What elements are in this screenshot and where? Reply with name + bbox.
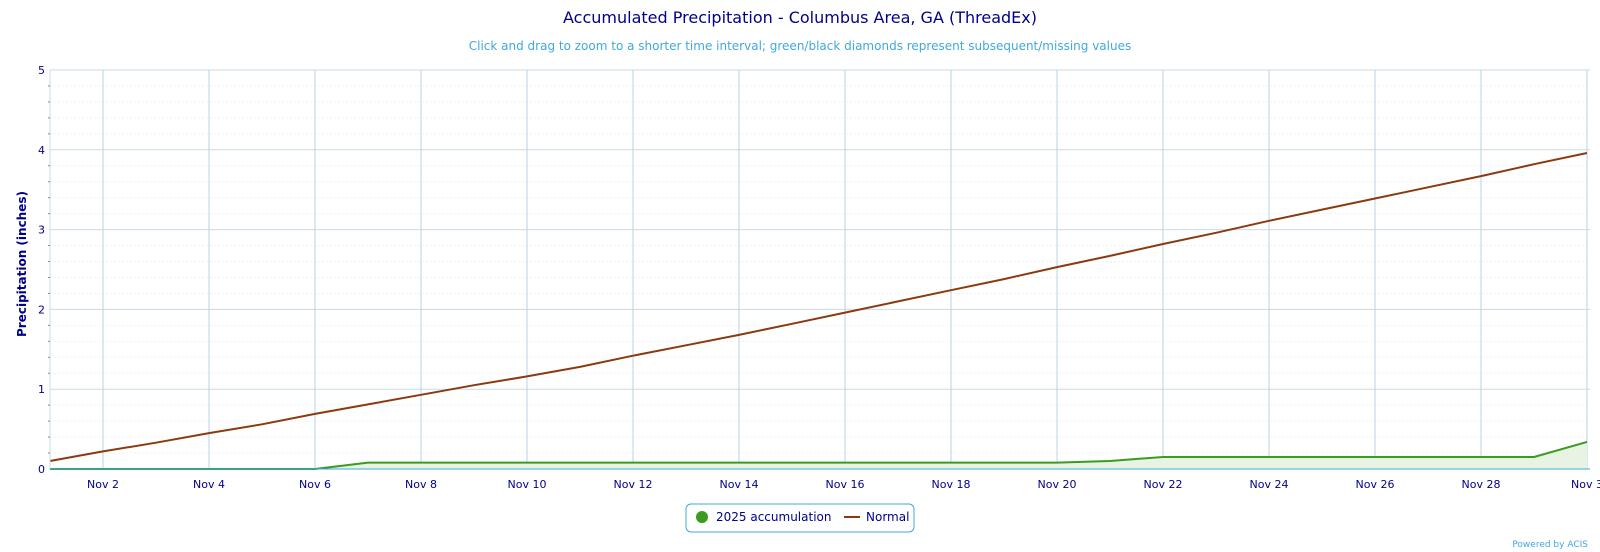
data-point-normal[interactable] — [577, 364, 583, 370]
data-point-2025-accumulation[interactable] — [683, 460, 689, 466]
x-tick-label: Nov 14 — [720, 478, 759, 491]
minor-gridlines — [50, 85, 1590, 454]
data-point-2025-accumulation[interactable] — [1266, 454, 1272, 460]
x-tick-label: Nov 4 — [193, 478, 225, 491]
data-point-normal[interactable] — [1531, 161, 1537, 167]
data-point-normal[interactable] — [736, 332, 742, 338]
data-point-normal[interactable] — [683, 342, 689, 348]
data-point-2025-accumulation[interactable] — [789, 460, 795, 466]
data-point-normal[interactable] — [312, 411, 318, 417]
chart-title: Accumulated Precipitation - Columbus Are… — [563, 8, 1037, 27]
data-point-normal[interactable] — [1160, 241, 1166, 247]
legend: 2025 accumulation Normal — [685, 503, 915, 533]
data-point-2025-accumulation[interactable] — [1107, 458, 1113, 464]
legend-item-2025-accumulation[interactable]: 2025 accumulation — [696, 510, 831, 524]
data-point-normal[interactable] — [1584, 150, 1590, 156]
data-point-normal[interactable] — [1054, 264, 1060, 270]
data-point-normal[interactable] — [630, 353, 636, 359]
data-point-2025-accumulation[interactable] — [524, 460, 530, 466]
data-point-normal[interactable] — [1425, 184, 1431, 190]
axes — [48, 70, 1590, 470]
data-point-normal[interactable] — [259, 421, 265, 427]
data-point-normal[interactable] — [524, 373, 530, 379]
data-point-2025-accumulation[interactable] — [1531, 454, 1537, 460]
data-point-normal[interactable] — [789, 321, 795, 327]
data-point-2025-accumulation[interactable] — [736, 460, 742, 466]
data-point-2025-accumulation[interactable] — [418, 460, 424, 466]
data-point-normal[interactable] — [1372, 196, 1378, 202]
data-point-normal[interactable] — [1107, 253, 1113, 259]
data-point-normal[interactable] — [418, 392, 424, 398]
data-point-2025-accumulation[interactable] — [1160, 454, 1166, 460]
x-tick-label: Nov 12 — [614, 478, 653, 491]
data-point-normal[interactable] — [1001, 276, 1007, 282]
data-point-normal[interactable] — [365, 401, 371, 407]
data-point-normal[interactable] — [100, 448, 106, 454]
y-tick-label: 5 — [38, 64, 45, 77]
data-point-2025-accumulation[interactable] — [842, 460, 848, 466]
data-point-2025-accumulation[interactable] — [948, 460, 954, 466]
x-tick-label: Nov 24 — [1250, 478, 1289, 491]
data-point-2025-accumulation[interactable] — [1584, 439, 1590, 445]
series-line-normal[interactable] — [49, 152, 1588, 462]
x-tick-label: Nov 20 — [1038, 478, 1077, 491]
y-tick-label: 1 — [38, 383, 45, 396]
x-tick-label: Nov 22 — [1144, 478, 1183, 491]
data-point-2025-accumulation[interactable] — [471, 460, 477, 466]
x-tick-label: Nov 3 — [1571, 478, 1600, 491]
data-point-2025-accumulation[interactable] — [1319, 454, 1325, 460]
data-point-normal[interactable] — [153, 440, 159, 446]
data-point-normal[interactable] — [1478, 173, 1484, 179]
data-point-normal[interactable] — [1319, 207, 1325, 213]
x-tick-label: Nov 16 — [826, 478, 865, 491]
legend-item-normal[interactable]: Normal — [844, 510, 909, 524]
x-tick-label: Nov 26 — [1356, 478, 1395, 491]
data-point-2025-accumulation[interactable] — [895, 460, 901, 466]
legend-label-normal: Normal — [866, 510, 909, 524]
data-point-normal[interactable] — [948, 287, 954, 293]
x-tick-label: Nov 2 — [87, 478, 119, 491]
x-tick-label: Nov 10 — [508, 478, 547, 491]
x-tick-label: Nov 18 — [932, 478, 971, 491]
chart-subtitle: Click and drag to zoom to a shorter time… — [469, 39, 1131, 53]
legend-label-2025-accumulation: 2025 accumulation — [716, 510, 831, 524]
x-tick-label: Nov 28 — [1462, 478, 1501, 491]
y-tick-label: 2 — [38, 303, 45, 316]
legend-marker-2025-accumulation — [696, 511, 708, 523]
series-area-2025-accumulation — [50, 441, 1587, 469]
data-point-2025-accumulation[interactable] — [1478, 454, 1484, 460]
x-tick-label: Nov 8 — [405, 478, 437, 491]
y-axis-ticks: 0 1 2 3 4 5 — [38, 64, 45, 476]
y-axis-label: Precipitation (inches) — [15, 191, 29, 337]
legend-box — [685, 503, 915, 533]
data-point-2025-accumulation[interactable] — [630, 460, 636, 466]
data-point-2025-accumulation[interactable] — [1372, 454, 1378, 460]
data-point-2025-accumulation[interactable] — [577, 460, 583, 466]
credits-link[interactable]: Powered by ACIS — [1512, 540, 1588, 550]
y-tick-label: 4 — [38, 144, 45, 157]
data-point-normal[interactable] — [895, 298, 901, 304]
y-tick-label: 3 — [38, 224, 45, 237]
data-point-2025-accumulation[interactable] — [1001, 460, 1007, 466]
data-point-normal[interactable] — [1213, 230, 1219, 236]
plot-background — [50, 70, 1590, 469]
data-point-normal[interactable] — [842, 310, 848, 316]
data-point-2025-accumulation[interactable] — [365, 460, 371, 466]
x-tick-label: Nov 6 — [299, 478, 331, 491]
data-point-2025-accumulation[interactable] — [1054, 460, 1060, 466]
data-point-normal[interactable] — [1266, 218, 1272, 224]
data-point-2025-accumulation[interactable] — [1213, 454, 1219, 460]
data-point-normal[interactable] — [471, 382, 477, 388]
data-point-2025-accumulation[interactable] — [1425, 454, 1431, 460]
data-point-normal[interactable] — [206, 430, 212, 436]
x-axis-ticks: Nov 2 Nov 4 Nov 6 Nov 8 Nov 10 Nov 12 Nov 14 No… — [87, 478, 1600, 491]
y-tick-label: 0 — [38, 463, 45, 476]
plot-area[interactable] — [50, 70, 1590, 469]
